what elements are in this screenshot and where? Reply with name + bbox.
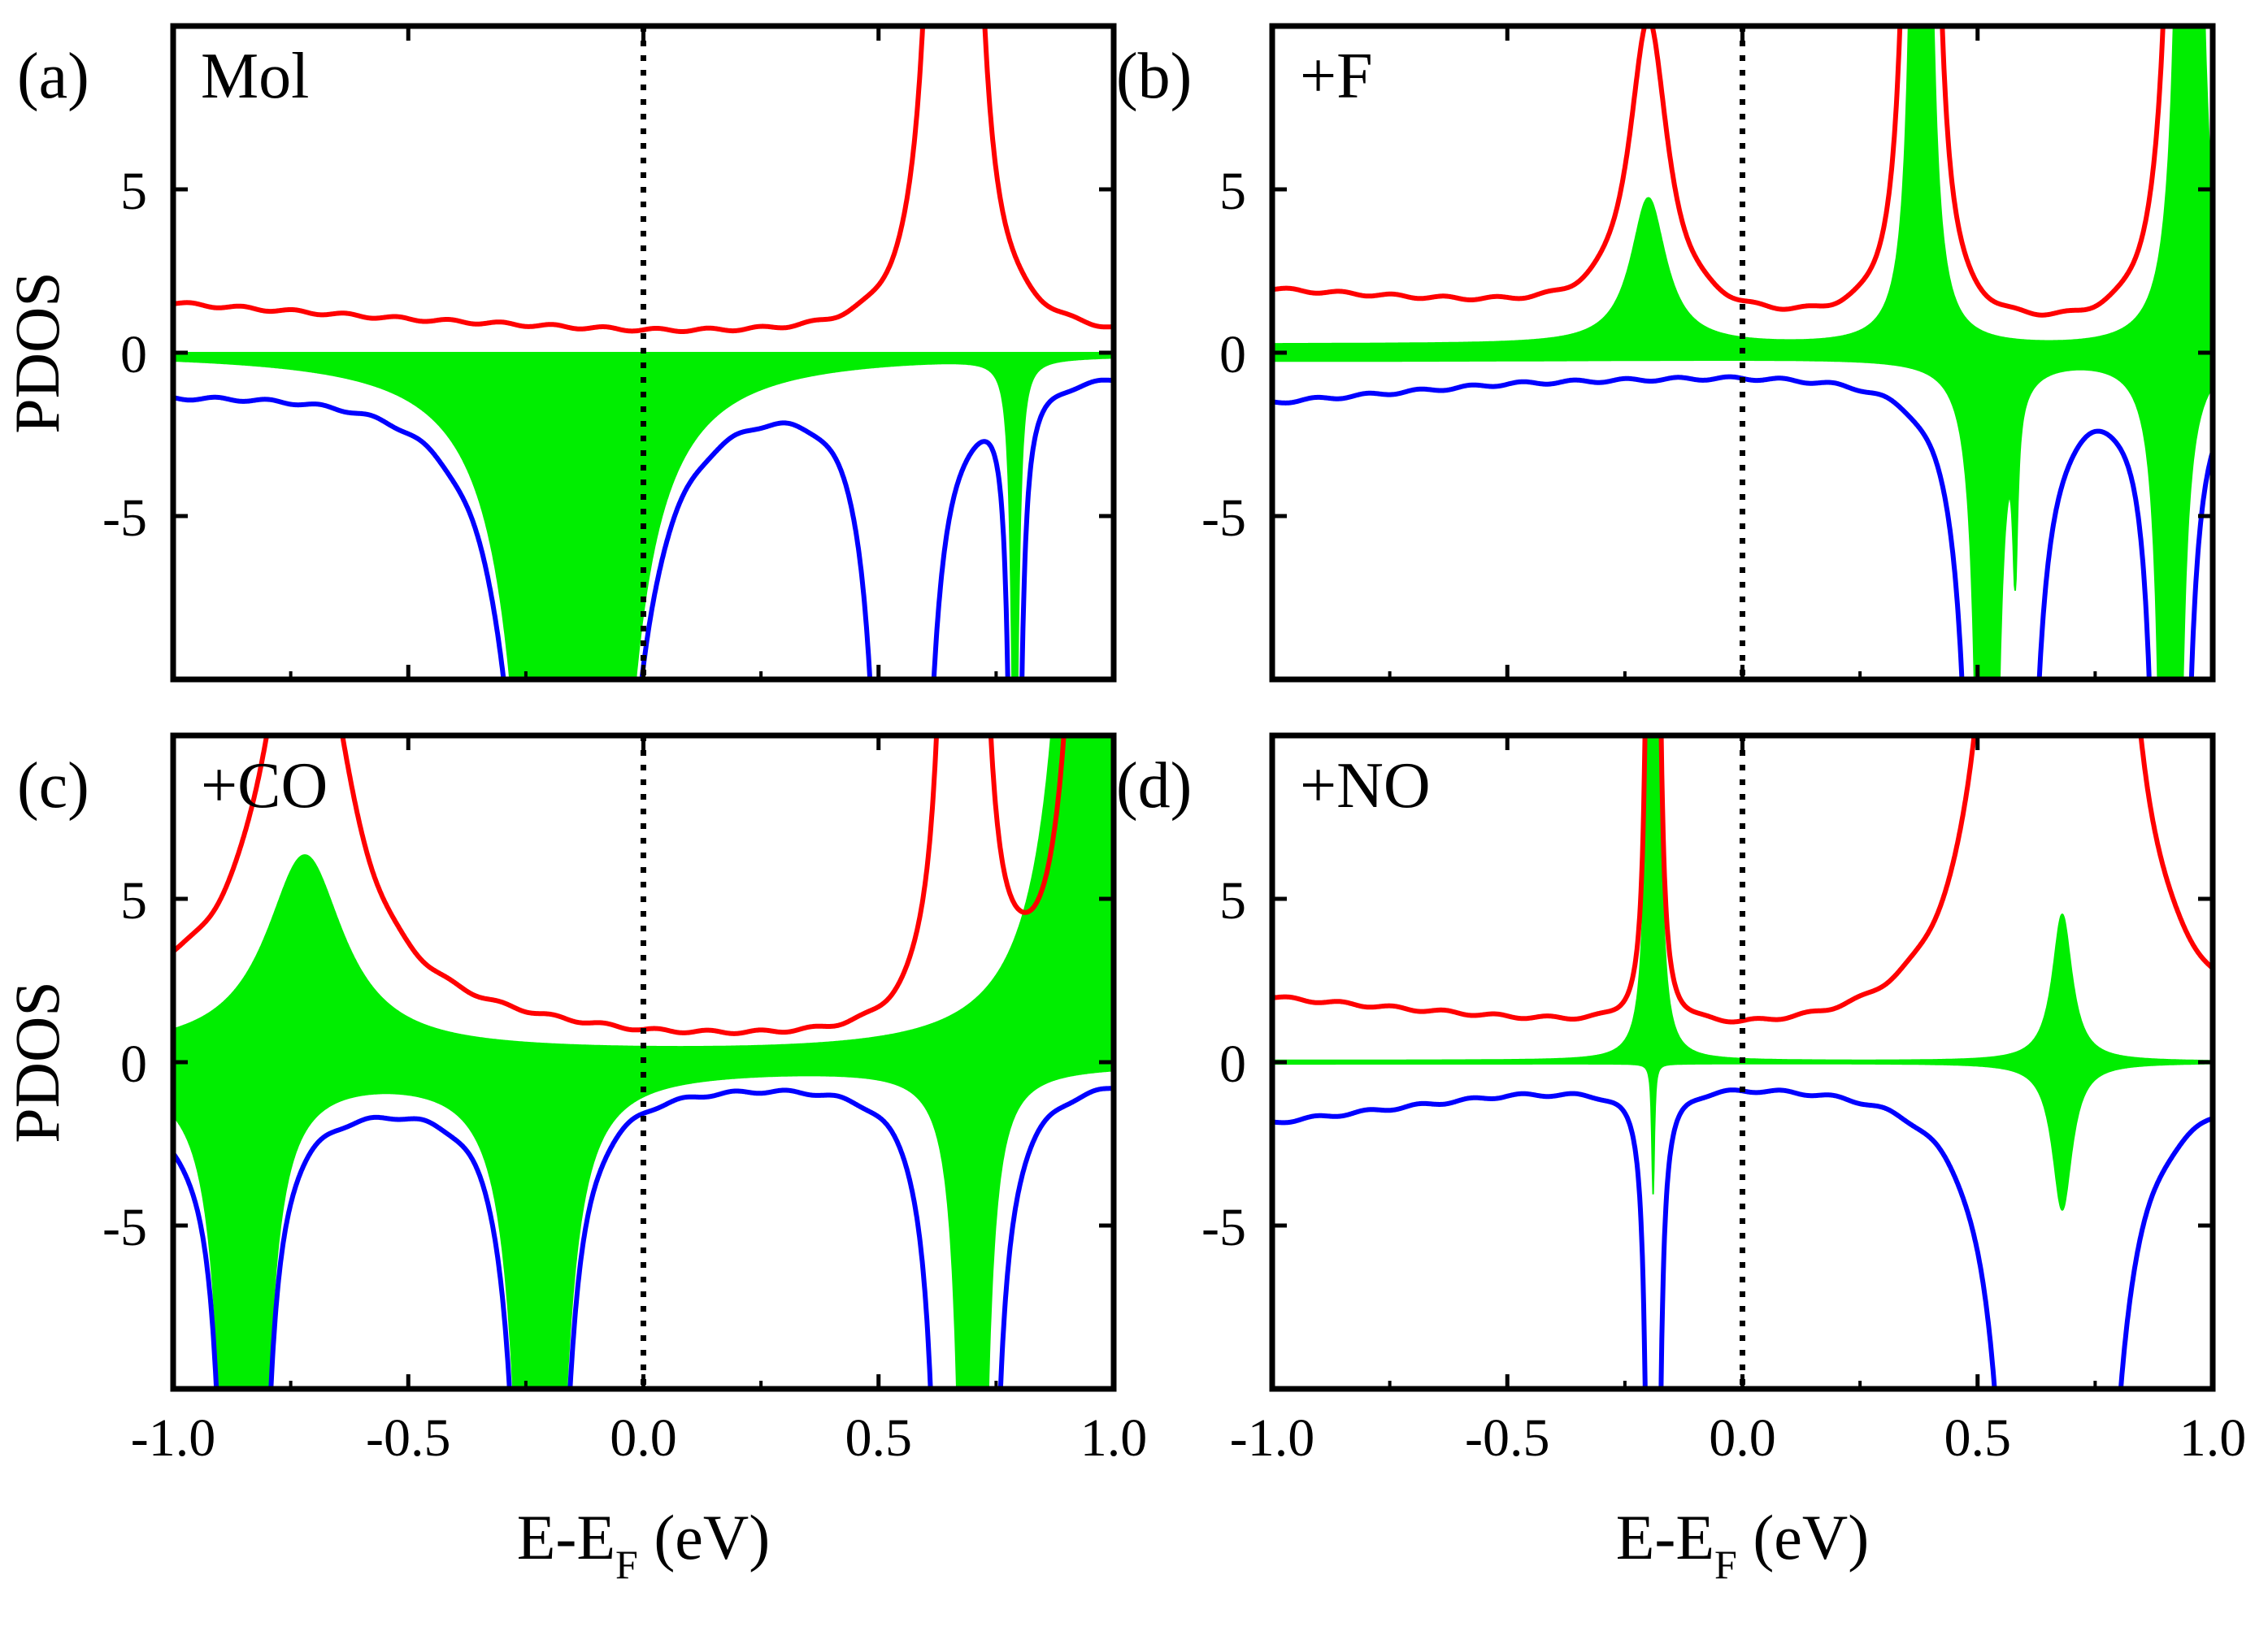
y-tick-label: -5 xyxy=(102,488,147,548)
spin-up-curve xyxy=(1272,735,2213,1025)
x-tick-label: -1.0 xyxy=(1230,1408,1314,1468)
spin-down-curve xyxy=(173,1086,1114,1389)
y-axis-title: PDOS xyxy=(2,271,72,433)
panel-letter: (b) xyxy=(1116,41,1192,112)
x-tick-label: 1.0 xyxy=(1080,1408,1148,1468)
x-tick-label: -0.5 xyxy=(366,1408,450,1468)
panel-c: -1.0 -0.5 0.0 0.5 1.0 5 0 -5 (c) +CO PDOS E-EF (eV) xyxy=(2,732,1148,1587)
panel-b: 5 0 -5 (b) +F xyxy=(1116,23,2216,683)
panel-letter: (d) xyxy=(1116,750,1192,822)
x-tick-label: -0.5 xyxy=(1465,1408,1549,1468)
y-tick-label: -5 xyxy=(1201,488,1246,548)
y-tick-label: 0 xyxy=(120,1035,147,1094)
x-axis-title: E-EF (eV) xyxy=(1616,1502,1869,1587)
y-tick-label: 5 xyxy=(1219,162,1246,221)
y-tick-label: -5 xyxy=(102,1198,147,1257)
x-tick-label: 0.0 xyxy=(610,1408,677,1468)
y-tick-label: 0 xyxy=(1219,1035,1246,1094)
x-tick-label: 1.0 xyxy=(2179,1408,2247,1468)
x-tick-label: 0.5 xyxy=(845,1408,913,1468)
x-tick-label: 0.5 xyxy=(1944,1408,2012,1468)
panel-title: +CO xyxy=(201,750,328,822)
panel-a: 5 0 -5 (a) Mol PDOS xyxy=(2,23,1117,683)
panel-title: Mol xyxy=(201,41,309,112)
panel-letter: (a) xyxy=(17,41,89,112)
projected-pdos-fill xyxy=(1272,26,2213,679)
y-tick-label: 0 xyxy=(1219,325,1246,384)
spin-down-curve xyxy=(1272,374,2213,679)
x-axis-title: E-EF (eV) xyxy=(517,1502,770,1587)
y-tick-label: 5 xyxy=(120,162,147,221)
spin-up-curve xyxy=(1272,26,2166,318)
y-axis-title: PDOS xyxy=(2,981,72,1143)
plot-area xyxy=(173,26,1114,679)
spin-up-curve xyxy=(173,26,1114,334)
y-tick-label: -5 xyxy=(1201,1198,1246,1257)
panel-title: +F xyxy=(1300,41,1373,112)
x-tick-label: -1.0 xyxy=(131,1408,215,1468)
plot-area xyxy=(1272,26,2213,679)
projected-pdos-fill xyxy=(1272,735,2213,1212)
panel-d: -1.0 -0.5 0.0 0.5 1.0 5 0 -5 (d) +NO E-EF (eV) xyxy=(1116,732,2247,1587)
x-tick-label: 0.0 xyxy=(1709,1408,1776,1468)
y-tick-label: 5 xyxy=(120,871,147,931)
y-tick-label: 0 xyxy=(120,325,147,384)
panel-title: +NO xyxy=(1300,750,1431,822)
y-tick-label: 5 xyxy=(1219,871,1246,931)
panel-letter: (c) xyxy=(17,750,89,822)
